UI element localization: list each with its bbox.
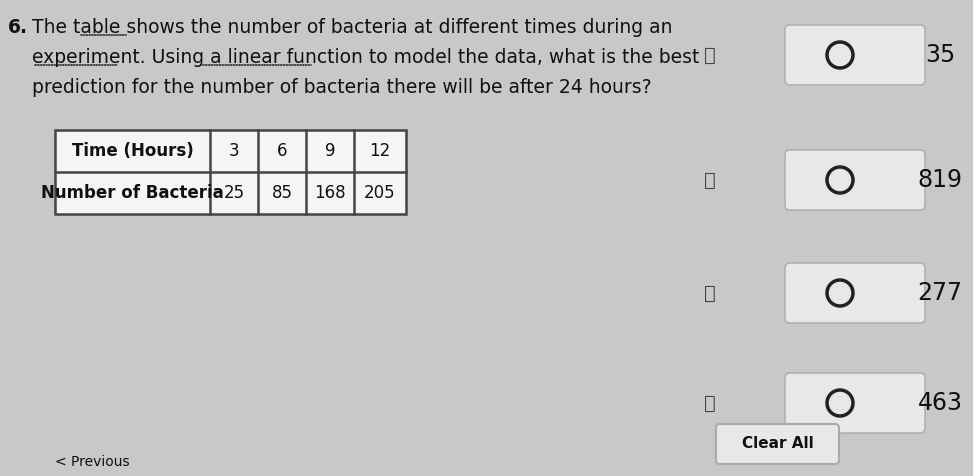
FancyBboxPatch shape — [785, 263, 925, 323]
Text: 205: 205 — [364, 184, 396, 202]
FancyBboxPatch shape — [716, 424, 839, 464]
FancyBboxPatch shape — [785, 373, 925, 433]
Text: 85: 85 — [271, 184, 293, 202]
Text: 6.: 6. — [8, 18, 28, 37]
Text: 463: 463 — [918, 391, 962, 415]
FancyBboxPatch shape — [785, 25, 925, 85]
Text: experiment. Using a linear function to model the data, what is the best: experiment. Using a linear function to m… — [32, 48, 700, 67]
Text: 9: 9 — [325, 142, 336, 160]
Text: < Previous: < Previous — [55, 455, 129, 469]
Text: 🔊: 🔊 — [704, 46, 716, 65]
Text: 168: 168 — [314, 184, 345, 202]
Text: 6: 6 — [276, 142, 287, 160]
Text: Number of Bacteria: Number of Bacteria — [41, 184, 224, 202]
Text: The table shows the number of bacteria at different times during an: The table shows the number of bacteria a… — [32, 18, 672, 37]
FancyBboxPatch shape — [785, 150, 925, 210]
Text: 819: 819 — [918, 168, 962, 192]
Text: Time (Hours): Time (Hours) — [72, 142, 194, 160]
Text: 277: 277 — [918, 281, 962, 305]
Text: Clear All: Clear All — [741, 436, 813, 452]
Text: 🔊: 🔊 — [704, 284, 716, 303]
Text: 🔊: 🔊 — [704, 394, 716, 413]
Text: 3: 3 — [229, 142, 239, 160]
FancyBboxPatch shape — [55, 130, 406, 214]
Text: 25: 25 — [224, 184, 244, 202]
Text: 35: 35 — [925, 43, 955, 67]
Text: 🔊: 🔊 — [704, 170, 716, 189]
Text: prediction for the number of bacteria there will be after 24 hours?: prediction for the number of bacteria th… — [32, 78, 652, 97]
Text: 12: 12 — [370, 142, 390, 160]
